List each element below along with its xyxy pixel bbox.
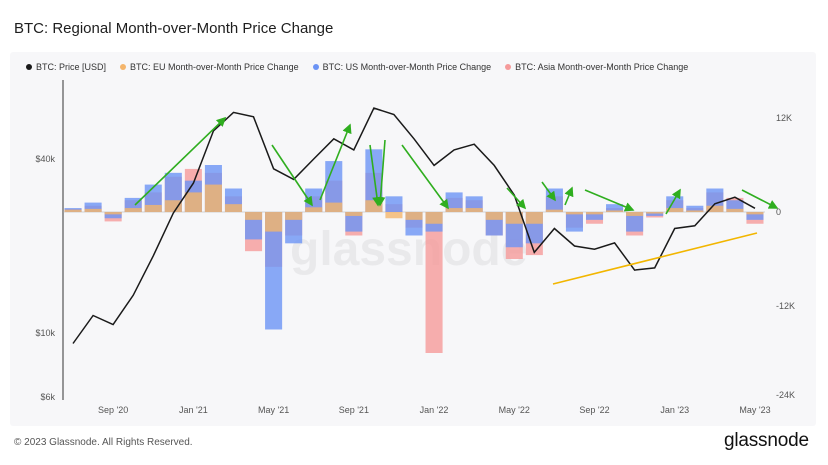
bar-eu-25 [565,212,583,215]
legend-dot-price [26,64,32,70]
bar-eu-0 [64,209,82,212]
bar-us-10 [265,212,283,330]
chart-panel [10,52,816,426]
legend-item-eu[interactable]: BTC: EU Month-over-Month Price Change [120,62,299,72]
bar-eu-16 [385,212,403,219]
bar-us-2 [104,212,122,219]
legend-label-eu: BTC: EU Month-over-Month Price Change [130,62,299,72]
bar-eu-10 [265,212,283,232]
bar-eu-6 [184,192,202,212]
bar-us-29 [646,212,664,216]
bar-eu-8 [224,204,243,212]
bar-eu-21 [485,212,503,220]
legend-item-asia[interactable]: BTC: Asia Month-over-Month Price Change [505,62,688,72]
legend-label-us: BTC: US Month-over-Month Price Change [322,62,492,72]
bar-us-28 [626,212,644,232]
bar-us-31 [686,205,704,212]
bar-eu-26 [585,212,604,215]
annotation-arrow-9 [584,189,635,212]
bar-eu-19 [445,208,463,212]
bar-us-34 [746,212,764,220]
legend-dot-eu [120,64,127,70]
bar-eu-31 [686,210,704,212]
bar-eu-1 [84,208,102,212]
x-tick-label: May '22 [499,405,530,415]
bar-us-26 [585,212,604,220]
bar-eu-20 [465,208,483,212]
annotation-arrow-11 [741,189,779,209]
bar-eu-32 [706,205,724,212]
x-tick-label: Jan '23 [660,405,689,415]
annotation-arrow-1 [271,144,313,207]
annotation-arrow-7 [541,181,556,202]
bar-eu-18 [425,212,443,224]
x-tick-label: Jan '22 [420,405,449,415]
bar-us-27 [606,204,624,212]
bar-eu-2 [104,212,122,215]
x-tick-label: Sep '22 [579,405,609,415]
bar-us-1 [84,202,102,212]
bar-eu-3 [124,208,142,212]
x-tick-label: Sep '20 [98,405,128,415]
x-tick-label: Jan '21 [179,405,208,415]
y-right-tick-label: -24K [776,390,795,400]
bar-eu-17 [405,212,423,220]
bar-eu-13 [325,202,343,212]
bar-us-19 [445,192,463,212]
price-line [72,107,756,344]
trend-line [552,232,758,285]
bar-eu-27 [606,210,624,212]
y-left-tick-label: $40k [35,154,55,164]
x-tick-label: Sep '21 [339,405,369,415]
annotation-arrow-6 [506,187,527,210]
copyright-footer: © 2023 Glassnode. All Rights Reserved. [14,437,193,448]
bar-eu-34 [746,212,764,215]
chart-legend: BTC: Price [USD] BTC: EU Month-over-Mont… [26,62,688,72]
bar-asia-18 [425,212,443,353]
chart-title: BTC: Regional Month-over-Month Price Cha… [14,20,334,37]
annotation-arrow-2 [319,123,352,201]
annotation-arrow-3 [369,144,382,207]
annotation-arrow-10 [665,188,681,215]
annotation-arrow-8 [564,186,574,206]
annotation-arrow-5 [401,144,449,210]
legend-label-asia: BTC: Asia Month-over-Month Price Change [515,62,689,72]
bar-us-14 [345,212,363,232]
bar-eu-11 [285,212,303,220]
legend-item-price[interactable]: BTC: Price [USD] [26,62,106,72]
bar-us-25 [565,212,583,232]
bar-eu-4 [144,204,162,212]
bar-us-33 [726,200,744,212]
bar-eu-28 [626,212,644,216]
bar-us-13 [325,161,343,212]
bar-eu-24 [545,209,563,212]
legend-dot-us [312,64,319,70]
y-right-tick-label: 0 [776,207,781,217]
bar-eu-14 [345,212,363,216]
legend-dot-asia [505,64,512,70]
bar-eu-23 [525,212,543,224]
brand-logo[interactable]: glassnode [724,430,809,451]
bar-us-15 [365,149,383,212]
legend-label-price: BTC: Price [USD] [36,62,107,72]
annotation-arrow-4 [375,139,386,207]
bar-eu-29 [646,212,664,214]
bar-eu-33 [726,208,744,212]
y-right-tick-label: -12K [776,301,795,311]
bar-eu-22 [505,212,523,224]
bar-eu-5 [164,200,182,212]
x-tick-label: May '21 [258,405,289,415]
y-left-tick-label: $10k [35,328,55,338]
y-right-tick-label: 12K [776,113,792,123]
bar-eu-9 [245,212,263,220]
annotation-arrow-0 [134,116,227,206]
y-left-tick-label: $6k [40,392,55,402]
legend-item-us[interactable]: BTC: US Month-over-Month Price Change [312,62,492,72]
bar-us-16 [385,196,403,212]
x-tick-label: May '23 [739,405,770,415]
bar-eu-12 [305,207,323,212]
bar-eu-30 [666,208,684,212]
bar-eu-7 [204,184,222,212]
